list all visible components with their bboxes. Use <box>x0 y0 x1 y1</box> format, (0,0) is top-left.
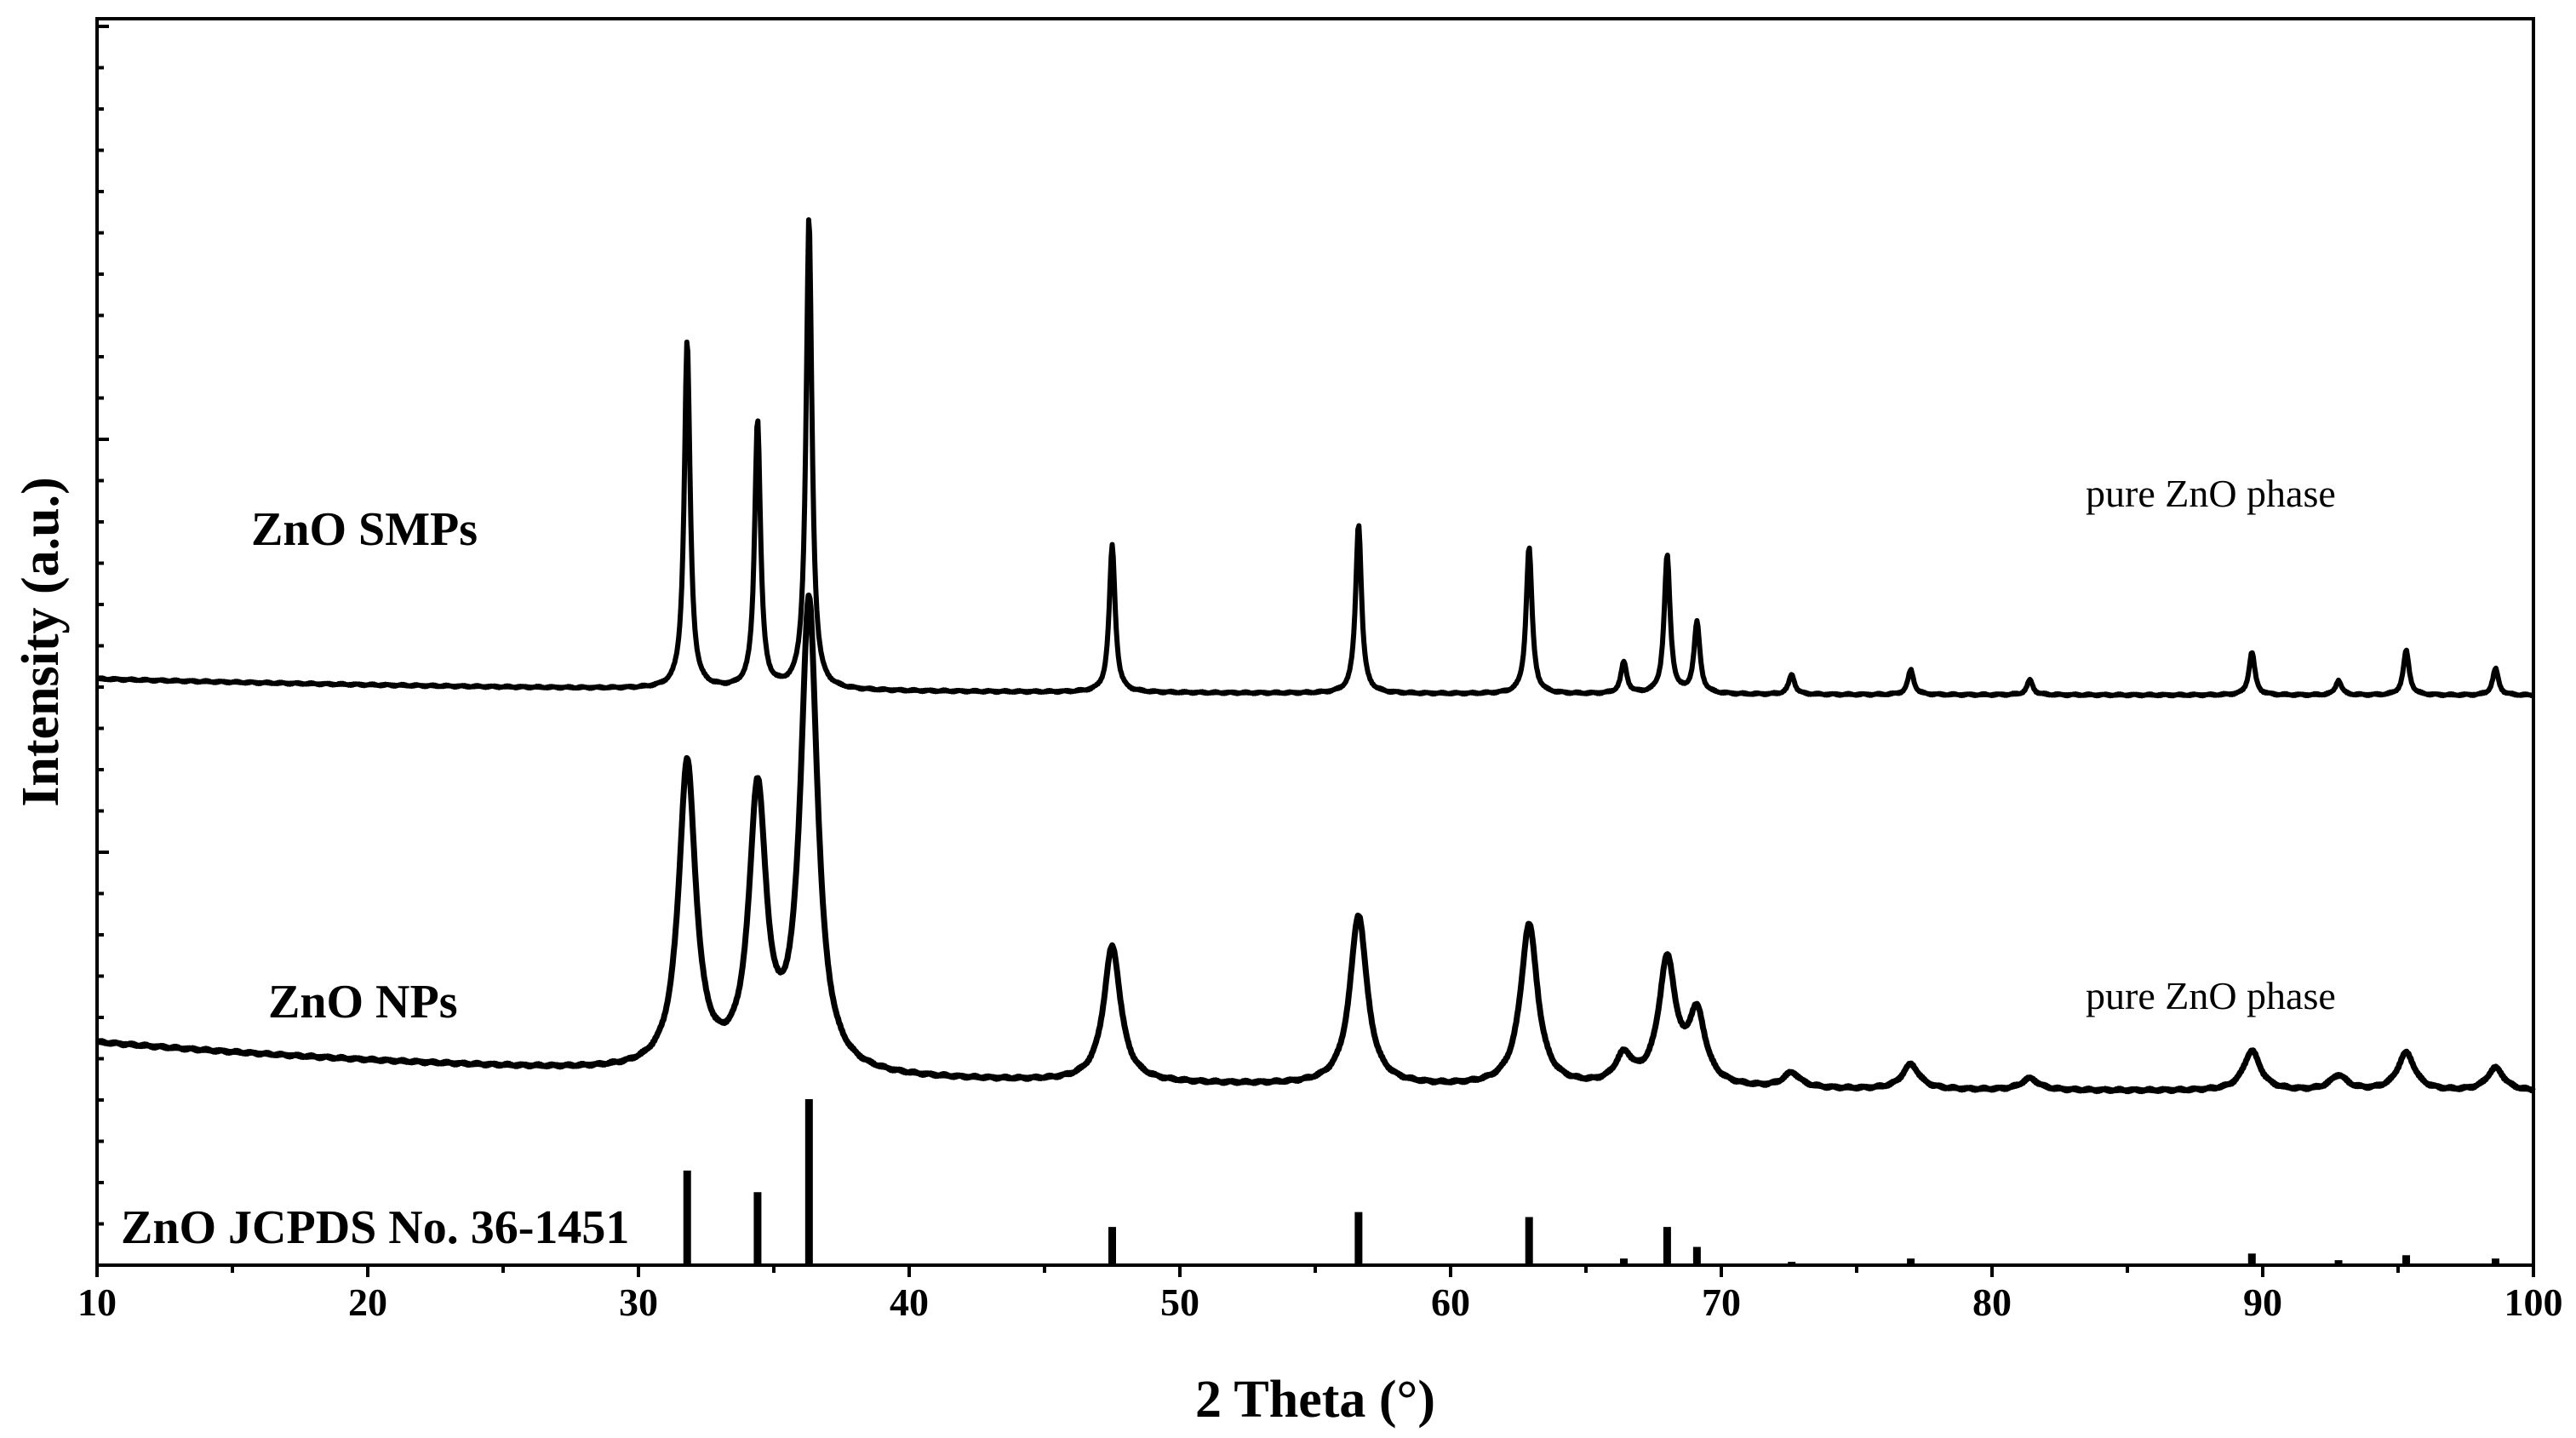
series-label-zno-nps: ZnO NPs <box>268 976 458 1028</box>
x-tick-label: 100 <box>2504 1280 2563 1324</box>
y-axis-title: Intensity (a.u.) <box>12 477 70 807</box>
x-tick-label: 20 <box>348 1280 387 1324</box>
series-label-zno-smps: ZnO SMPs <box>251 503 478 556</box>
x-tick-label: 70 <box>1702 1280 1741 1324</box>
annotation-smps: pure ZnO phase <box>2086 472 2336 515</box>
reference-sticks <box>683 1099 2499 1265</box>
x-tick-label: 60 <box>1431 1280 1470 1324</box>
x-tick-label: 80 <box>1972 1280 2012 1324</box>
series-label-jcpds: ZnO JCPDS No. 36-1451 <box>121 1201 629 1254</box>
y-axis-ticks <box>97 25 109 1226</box>
x-axis: 10 20 30 40 50 60 70 80 90 100 <box>77 1265 2563 1324</box>
x-tick-label: 90 <box>2243 1280 2282 1324</box>
annotation-nps: pure ZnO phase <box>2086 974 2336 1017</box>
x-tick-label: 30 <box>619 1280 658 1324</box>
x-tick-label: 40 <box>890 1280 929 1324</box>
x-tick-label: 10 <box>77 1280 117 1324</box>
series-line-zno-smps <box>95 217 2536 699</box>
series-line-zno-nps <box>94 593 2536 1095</box>
x-tick-label: 50 <box>1160 1280 1199 1324</box>
x-axis-title: 2 Theta (°) <box>1195 1371 1435 1429</box>
